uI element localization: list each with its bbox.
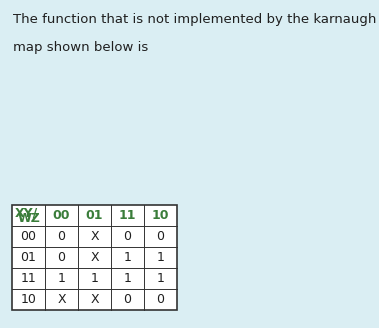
Text: X: X — [90, 293, 99, 306]
Text: 00: 00 — [20, 230, 36, 243]
Text: X: X — [57, 293, 66, 306]
Text: 0: 0 — [124, 293, 132, 306]
Text: 00: 00 — [53, 209, 70, 222]
Text: map shown below is: map shown below is — [13, 41, 148, 54]
Text: 10: 10 — [152, 209, 169, 222]
Text: 1: 1 — [91, 272, 99, 285]
Text: WZ: WZ — [18, 212, 41, 224]
Text: 0: 0 — [124, 230, 132, 243]
Bar — [12, 205, 177, 310]
Text: 01: 01 — [20, 251, 36, 264]
Text: 1: 1 — [124, 272, 132, 285]
Text: 1: 1 — [124, 251, 132, 264]
Text: 10: 10 — [20, 293, 36, 306]
Text: 11: 11 — [20, 272, 36, 285]
Text: 01: 01 — [86, 209, 103, 222]
Text: 1: 1 — [157, 272, 164, 285]
Bar — [12, 205, 177, 310]
Text: 1: 1 — [58, 272, 66, 285]
Text: The function that is not implemented by the karnaugh: The function that is not implemented by … — [13, 13, 376, 26]
Text: 0: 0 — [157, 293, 164, 306]
Text: X: X — [90, 251, 99, 264]
Text: 0: 0 — [58, 251, 66, 264]
Text: 1: 1 — [157, 251, 164, 264]
Text: 0: 0 — [58, 230, 66, 243]
Text: 11: 11 — [119, 209, 136, 222]
Text: 0: 0 — [157, 230, 164, 243]
Text: X: X — [90, 230, 99, 243]
Text: XY/: XY/ — [15, 207, 38, 219]
